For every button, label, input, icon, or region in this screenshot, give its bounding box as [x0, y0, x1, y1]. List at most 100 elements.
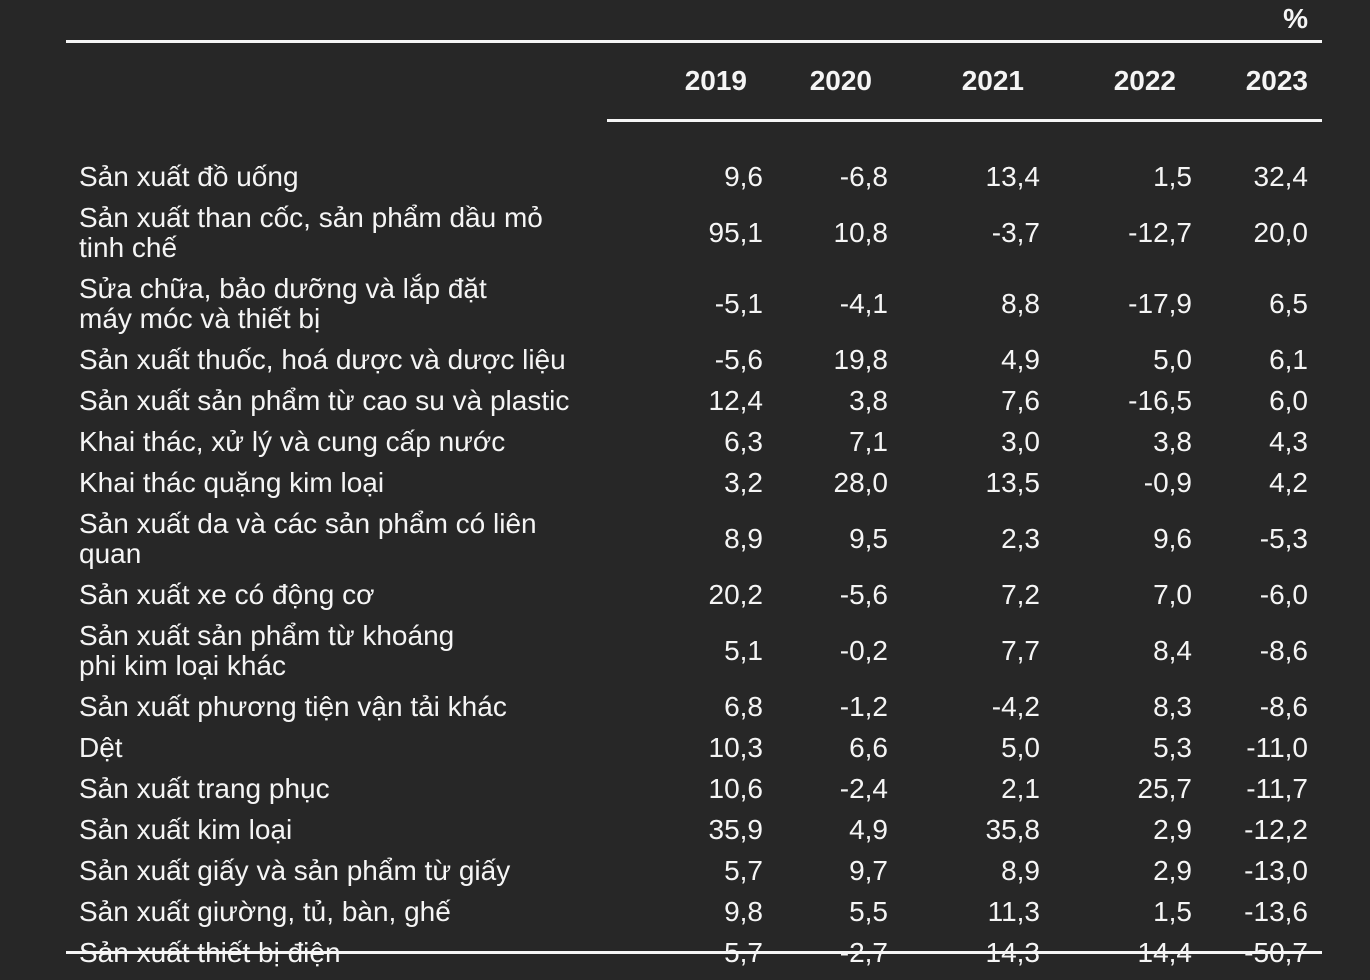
value-cell-2020: -5,6: [839, 578, 888, 610]
header-rule: [607, 119, 1322, 122]
table-row: Khai thác quặng kim loại 3,2 28,0 13,5 -0,9 4…: [66, 462, 1322, 503]
value-cell-2022: 1,5: [1153, 895, 1192, 927]
table-row: Sản xuất kim loại 35,9 4,9 35,8 2,9 -12,2: [66, 809, 1322, 850]
row-label: Sản xuất thuốc, hoá dược và dược liệu: [79, 343, 566, 375]
value-cell-2022: -16,5: [1128, 384, 1192, 416]
unit-percent-label: %: [1283, 3, 1308, 34]
value-cell-2019: 6,3: [724, 425, 763, 457]
value-cell-2020: 6,6: [849, 731, 888, 763]
value-cell-2021: 8,9: [1001, 854, 1040, 886]
year-header-2023: 2023: [1245, 65, 1308, 96]
value-cell-2019: 5,7: [724, 854, 763, 886]
row-label: Sản xuất kim loại: [79, 813, 293, 845]
value-cell-2023: 32,4: [1253, 160, 1309, 192]
value-cell-2023: 6,1: [1269, 343, 1308, 375]
value-cell-2023: -6,0: [1259, 578, 1308, 610]
value-cell-2020: -0,2: [839, 634, 888, 666]
value-cell-2022: 5,3: [1153, 731, 1192, 763]
value-cell-2023: -11,7: [1246, 772, 1308, 804]
value-cell-2023: 20,0: [1253, 216, 1309, 248]
value-cell-2021: 3,0: [1001, 425, 1040, 457]
value-cell-2023: 4,3: [1269, 425, 1308, 457]
value-cell-2023: 4,2: [1269, 466, 1308, 498]
value-cell-2022: 1,5: [1153, 160, 1192, 192]
value-cell-2020: 4,9: [849, 813, 888, 845]
value-cell-2022: -17,9: [1128, 287, 1192, 319]
value-cell-2019: 9,8: [724, 895, 763, 927]
value-cell-2022: -12,7: [1128, 216, 1192, 248]
value-cell-2023: -8,6: [1259, 634, 1308, 666]
value-cell-2021: 13,5: [985, 466, 1041, 498]
value-cell-2020: 9,5: [849, 522, 888, 554]
value-cell-2023: 6,5: [1269, 287, 1308, 319]
table-row: Sản xuất đồ uống 9,6 -6,8 13,4 1,5 32,4: [66, 156, 1322, 197]
value-cell-2019: -5,1: [714, 287, 763, 319]
value-cell-2021: 7,7: [1001, 634, 1040, 666]
value-cell-2022: 7,0: [1153, 578, 1192, 610]
table-row: Khai thác, xử lý và cung cấp nước 6,3 7,1 3…: [66, 421, 1322, 462]
table-row: Sản xuất phương tiện vận tải khác 6,8 -1,2…: [66, 686, 1322, 727]
value-cell-2019: 12,4: [708, 384, 764, 416]
value-cell-2021: 8,8: [1001, 287, 1040, 319]
value-cell-2019: 6,8: [724, 690, 763, 722]
value-cell-2019: 10,3: [708, 731, 764, 763]
row-label: Sản xuất trang phục: [79, 772, 330, 804]
value-cell-2023: -13,6: [1244, 895, 1308, 927]
table-row: Sản xuất trang phục 10,6 -2,4 2,1 25,7 -11,7: [66, 768, 1322, 809]
table-row: Sản xuất da và các sản phẩm có liên quan…: [66, 503, 1322, 574]
value-cell-2022: 3,8: [1153, 425, 1192, 457]
year-header-2022: 2022: [1113, 65, 1176, 96]
value-cell-2022: -0,9: [1143, 466, 1192, 498]
value-cell-2019: 20,2: [708, 578, 764, 610]
bottom-rule: [66, 951, 1322, 954]
row-label: Sản xuất đồ uống: [79, 160, 299, 192]
row-label: Sản xuất da và các sản phẩm có liên quan: [79, 507, 537, 569]
table-row: Sản xuất than cốc, sản phẩm dầu mỏ tinh …: [66, 197, 1322, 268]
table-row: Sản xuất giường, tủ, bàn, ghế 9,8 5,5 11,3 1…: [66, 891, 1322, 932]
value-cell-2020: -1,2: [839, 690, 888, 722]
value-cell-2019: -5,6: [714, 343, 763, 375]
value-cell-2020: 5,5: [849, 895, 888, 927]
value-cell-2021: 4,9: [1001, 343, 1040, 375]
table-row: Sản xuất giấy và sản phẩm từ giấy 5,7 9,7 8…: [66, 850, 1322, 891]
value-cell-2019: 3,2: [724, 466, 763, 498]
value-cell-2022: 2,9: [1153, 854, 1192, 886]
value-cell-2023: -5,3: [1259, 522, 1308, 554]
row-label: Dệt: [79, 731, 123, 763]
value-cell-2022: 25,7: [1137, 772, 1193, 804]
value-cell-2022: 9,6: [1153, 522, 1192, 554]
year-header-row: 2019 2020 2021 2022 2023: [66, 66, 1322, 96]
value-cell-2021: 7,2: [1001, 578, 1040, 610]
row-label: Sản xuất sản phẩm từ khoáng phi kim loại…: [79, 619, 455, 681]
row-label: Khai thác quặng kim loại: [79, 466, 385, 498]
value-cell-2021: 7,6: [1001, 384, 1040, 416]
value-cell-2021: -4,2: [991, 690, 1040, 722]
row-label: Sản xuất giường, tủ, bàn, ghế: [79, 895, 451, 927]
value-cell-2023: -13,0: [1244, 854, 1308, 886]
table-row: Sản xuất sản phẩm từ khoáng phi kim loại…: [66, 615, 1322, 686]
table-row: Sản xuất sản phẩm từ cao su và plastic 12…: [66, 380, 1322, 421]
value-cell-2021: 2,3: [1001, 522, 1040, 554]
row-label: Sản xuất sản phẩm từ cao su và plastic: [79, 384, 570, 416]
row-label: Khai thác, xử lý và cung cấp nước: [79, 425, 506, 457]
value-cell-2021: 13,4: [985, 160, 1041, 192]
value-cell-2021: 35,8: [985, 813, 1041, 845]
table-row: Sản xuất thuốc, hoá dược và dược liệu -5,…: [66, 339, 1322, 380]
value-cell-2022: 8,3: [1153, 690, 1192, 722]
value-cell-2019: 35,9: [708, 813, 764, 845]
value-cell-2020: 3,8: [849, 384, 888, 416]
year-header-2020: 2020: [809, 65, 872, 96]
year-header-2021: 2021: [961, 65, 1024, 96]
value-cell-2020: -2,4: [839, 772, 888, 804]
value-cell-2023: 6,0: [1269, 384, 1308, 416]
value-cell-2020: 28,0: [833, 466, 889, 498]
table-row: Sửa chữa, bảo dưỡng và lắp đặt máy móc v…: [66, 268, 1322, 339]
value-cell-2020: 19,8: [833, 343, 889, 375]
value-cell-2023: -12,2: [1244, 813, 1308, 845]
value-cell-2020: 7,1: [849, 425, 888, 457]
value-cell-2020: -4,1: [839, 287, 888, 319]
row-label: Sửa chữa, bảo dưỡng và lắp đặt máy móc v…: [79, 272, 487, 334]
table-row: Dệt 10,3 6,6 5,0 5,3 -11,0: [66, 727, 1322, 768]
table-body: Sản xuất đồ uống 9,6 -6,8 13,4 1,5 32,4 Sản xu…: [66, 156, 1322, 973]
value-cell-2020: 9,7: [849, 854, 888, 886]
